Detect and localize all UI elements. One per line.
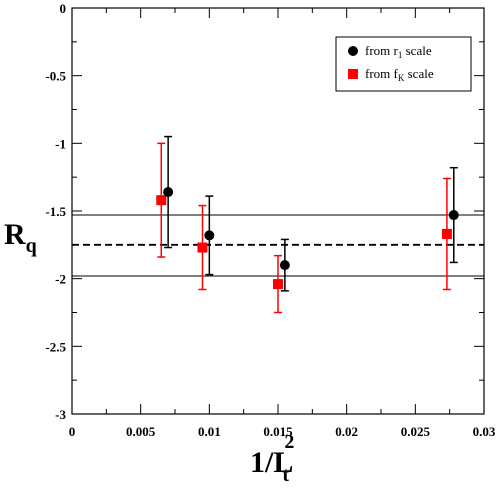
data-point — [273, 279, 283, 290]
x-tick-label: 0.015 — [263, 424, 293, 439]
y-tick-label: -0.5 — [45, 69, 66, 84]
legend-marker-series-2 — [348, 69, 358, 79]
data-point — [279, 260, 290, 271]
x-tick-label: 0.01 — [198, 424, 221, 439]
data-series — [156, 135, 459, 314]
legend-marker-series-1 — [348, 46, 358, 56]
x-tick-label: 0.005 — [126, 424, 156, 439]
y-tick-label: -1 — [55, 136, 66, 151]
data-point — [163, 187, 174, 198]
data-point — [156, 195, 167, 206]
x-axis-title: 1/L2 t — [250, 431, 294, 486]
x-tick-label: 0.03 — [473, 424, 496, 439]
legend: from r1 scale from fK scale — [335, 36, 472, 92]
y-tick-label: -2 — [55, 272, 66, 287]
y-tick-label: -1.5 — [45, 204, 66, 219]
legend-label-series-2: from fK scale — [365, 66, 434, 83]
series-1 — [163, 135, 459, 292]
data-point — [448, 210, 459, 221]
legend-label-series-1: from r1 scale — [365, 43, 432, 60]
x-tick-label: 0.025 — [401, 424, 431, 439]
y-tick-label: -3 — [55, 407, 66, 422]
y-tick-label: -2.5 — [45, 339, 66, 354]
data-point — [441, 229, 452, 240]
x-tick-label: 0 — [69, 424, 76, 439]
legend-box — [335, 36, 472, 92]
y-axis-title: Rq — [4, 218, 37, 257]
data-point — [204, 230, 215, 241]
axis-ticks: 0 0.005 0.01 0.015 0.02 0.025 0.03 0 -0.5 -1 -1.5 -… — [45, 1, 495, 439]
series-2 — [156, 142, 452, 314]
data-point — [197, 242, 208, 253]
y-tick-label: 0 — [60, 1, 67, 16]
x-tick-label: 0.02 — [335, 424, 358, 439]
